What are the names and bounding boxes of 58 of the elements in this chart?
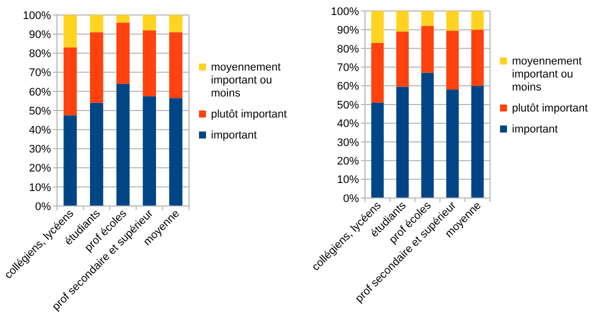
bar — [471, 30, 484, 86]
bar — [371, 42, 384, 103]
bar — [169, 15, 182, 32]
y-tick-label: 10% — [336, 174, 360, 186]
legend-label: important — [211, 130, 257, 142]
bar — [421, 72, 434, 198]
bar — [64, 115, 77, 206]
bar — [116, 84, 130, 206]
bar — [446, 90, 459, 198]
y-tick-label: 30% — [28, 144, 52, 156]
y-tick-label: 90% — [336, 24, 360, 37]
bar — [396, 86, 409, 198]
y-tick-label: 70% — [28, 67, 52, 80]
y-tick-label: 40% — [28, 124, 52, 136]
bar — [396, 11, 409, 32]
y-tick-label: 100% — [22, 10, 52, 22]
bar — [169, 32, 182, 98]
y-tick-label: 50% — [336, 99, 360, 112]
y-tick-label: 30% — [336, 136, 360, 149]
bar — [371, 11, 384, 43]
legend-label: moyennement important ou moins — [512, 56, 582, 94]
y-tick-label: 10% — [28, 182, 52, 194]
y-tick-label: 20% — [336, 155, 360, 168]
y-tick-label: 40% — [336, 118, 360, 130]
bar — [169, 98, 182, 206]
y-tick-label: 90% — [28, 28, 52, 41]
y-tick-label: 70% — [336, 62, 360, 74]
bar — [142, 96, 156, 206]
bar — [471, 11, 484, 30]
bar — [471, 86, 484, 198]
bar — [446, 30, 459, 90]
y-tick-label: 100% — [330, 6, 360, 18]
y-tick-label: 0% — [35, 200, 52, 213]
bar — [90, 15, 104, 32]
bar — [116, 15, 130, 23]
bar — [396, 32, 409, 87]
bar — [64, 15, 77, 48]
bar — [371, 102, 384, 198]
y-tick-label: 60% — [28, 86, 52, 98]
bar — [421, 11, 434, 26]
bar — [116, 22, 130, 84]
bar — [90, 102, 104, 206]
y-tick-label: 50% — [28, 105, 52, 118]
legend-label: plutôt important — [211, 108, 287, 120]
bar — [142, 15, 156, 30]
bar — [90, 32, 104, 103]
bar — [446, 11, 459, 31]
legend-label: moyennement important ou moins — [211, 62, 281, 100]
y-tick-label: 80% — [336, 43, 360, 56]
y-tick-label: 80% — [28, 48, 52, 60]
bar — [421, 26, 434, 73]
y-tick-label: 20% — [28, 162, 52, 175]
y-tick-label: 0% — [343, 192, 360, 205]
bar — [142, 30, 156, 96]
bar — [64, 47, 77, 116]
y-tick-label: 60% — [336, 80, 360, 93]
legend-label: plutôt important — [512, 102, 588, 114]
legend-label: important — [512, 124, 558, 136]
